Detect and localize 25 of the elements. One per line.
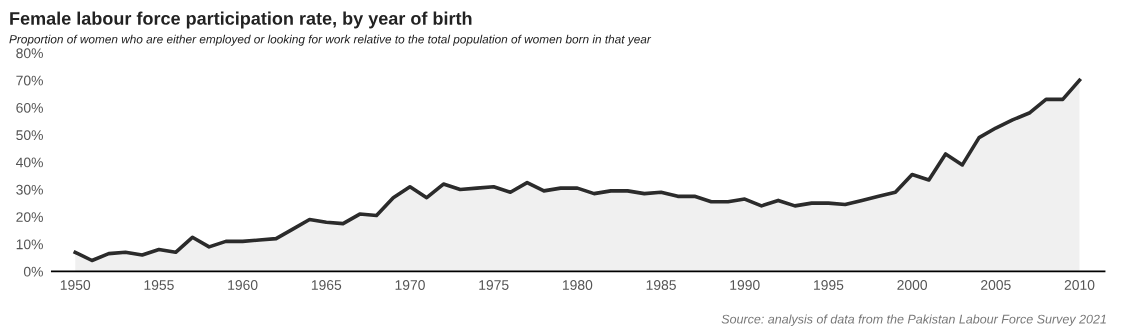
chart-subtitle: Proportion of women who are either employed or looking for work relative to the total population of women born in that year	[9, 34, 652, 46]
x-tick-label: 1955	[144, 280, 174, 290]
y-tick-label: 50%	[16, 130, 43, 141]
x-tick-label: 1950	[60, 280, 91, 290]
source-note: Source: analysis of data from the Pakistan Labour Force Survey 2021	[721, 314, 1106, 327]
chart-title: Female labour force participation rate, by year of birth	[10, 11, 472, 29]
y-tick-label: 20%	[16, 212, 43, 222]
y-tick-label: 60%	[16, 102, 43, 113]
x-tick-label: 2005	[981, 280, 1011, 290]
y-tick-label: 0%	[23, 266, 43, 277]
x-tick-label: 1975	[479, 280, 509, 290]
y-tick-label: 40%	[15, 157, 43, 168]
x-tick-label: 1990	[730, 280, 760, 290]
x-tick-label: 1980	[562, 280, 593, 290]
y-tick-label: 10%	[16, 239, 43, 250]
x-tick-label: 2010	[1064, 280, 1095, 290]
x-tick-label: 1965	[311, 280, 342, 290]
y-tick-label: 30%	[16, 184, 43, 195]
x-tick-label: 1985	[646, 280, 676, 290]
x-tick-label: 1960	[228, 280, 258, 290]
x-tick-label: 1995	[814, 280, 844, 290]
y-tick-label: 80%	[16, 48, 43, 59]
y-tick-label: 70%	[16, 75, 43, 86]
x-tick-label: 2000	[897, 280, 928, 290]
x-tick-label: 1970	[395, 280, 425, 290]
